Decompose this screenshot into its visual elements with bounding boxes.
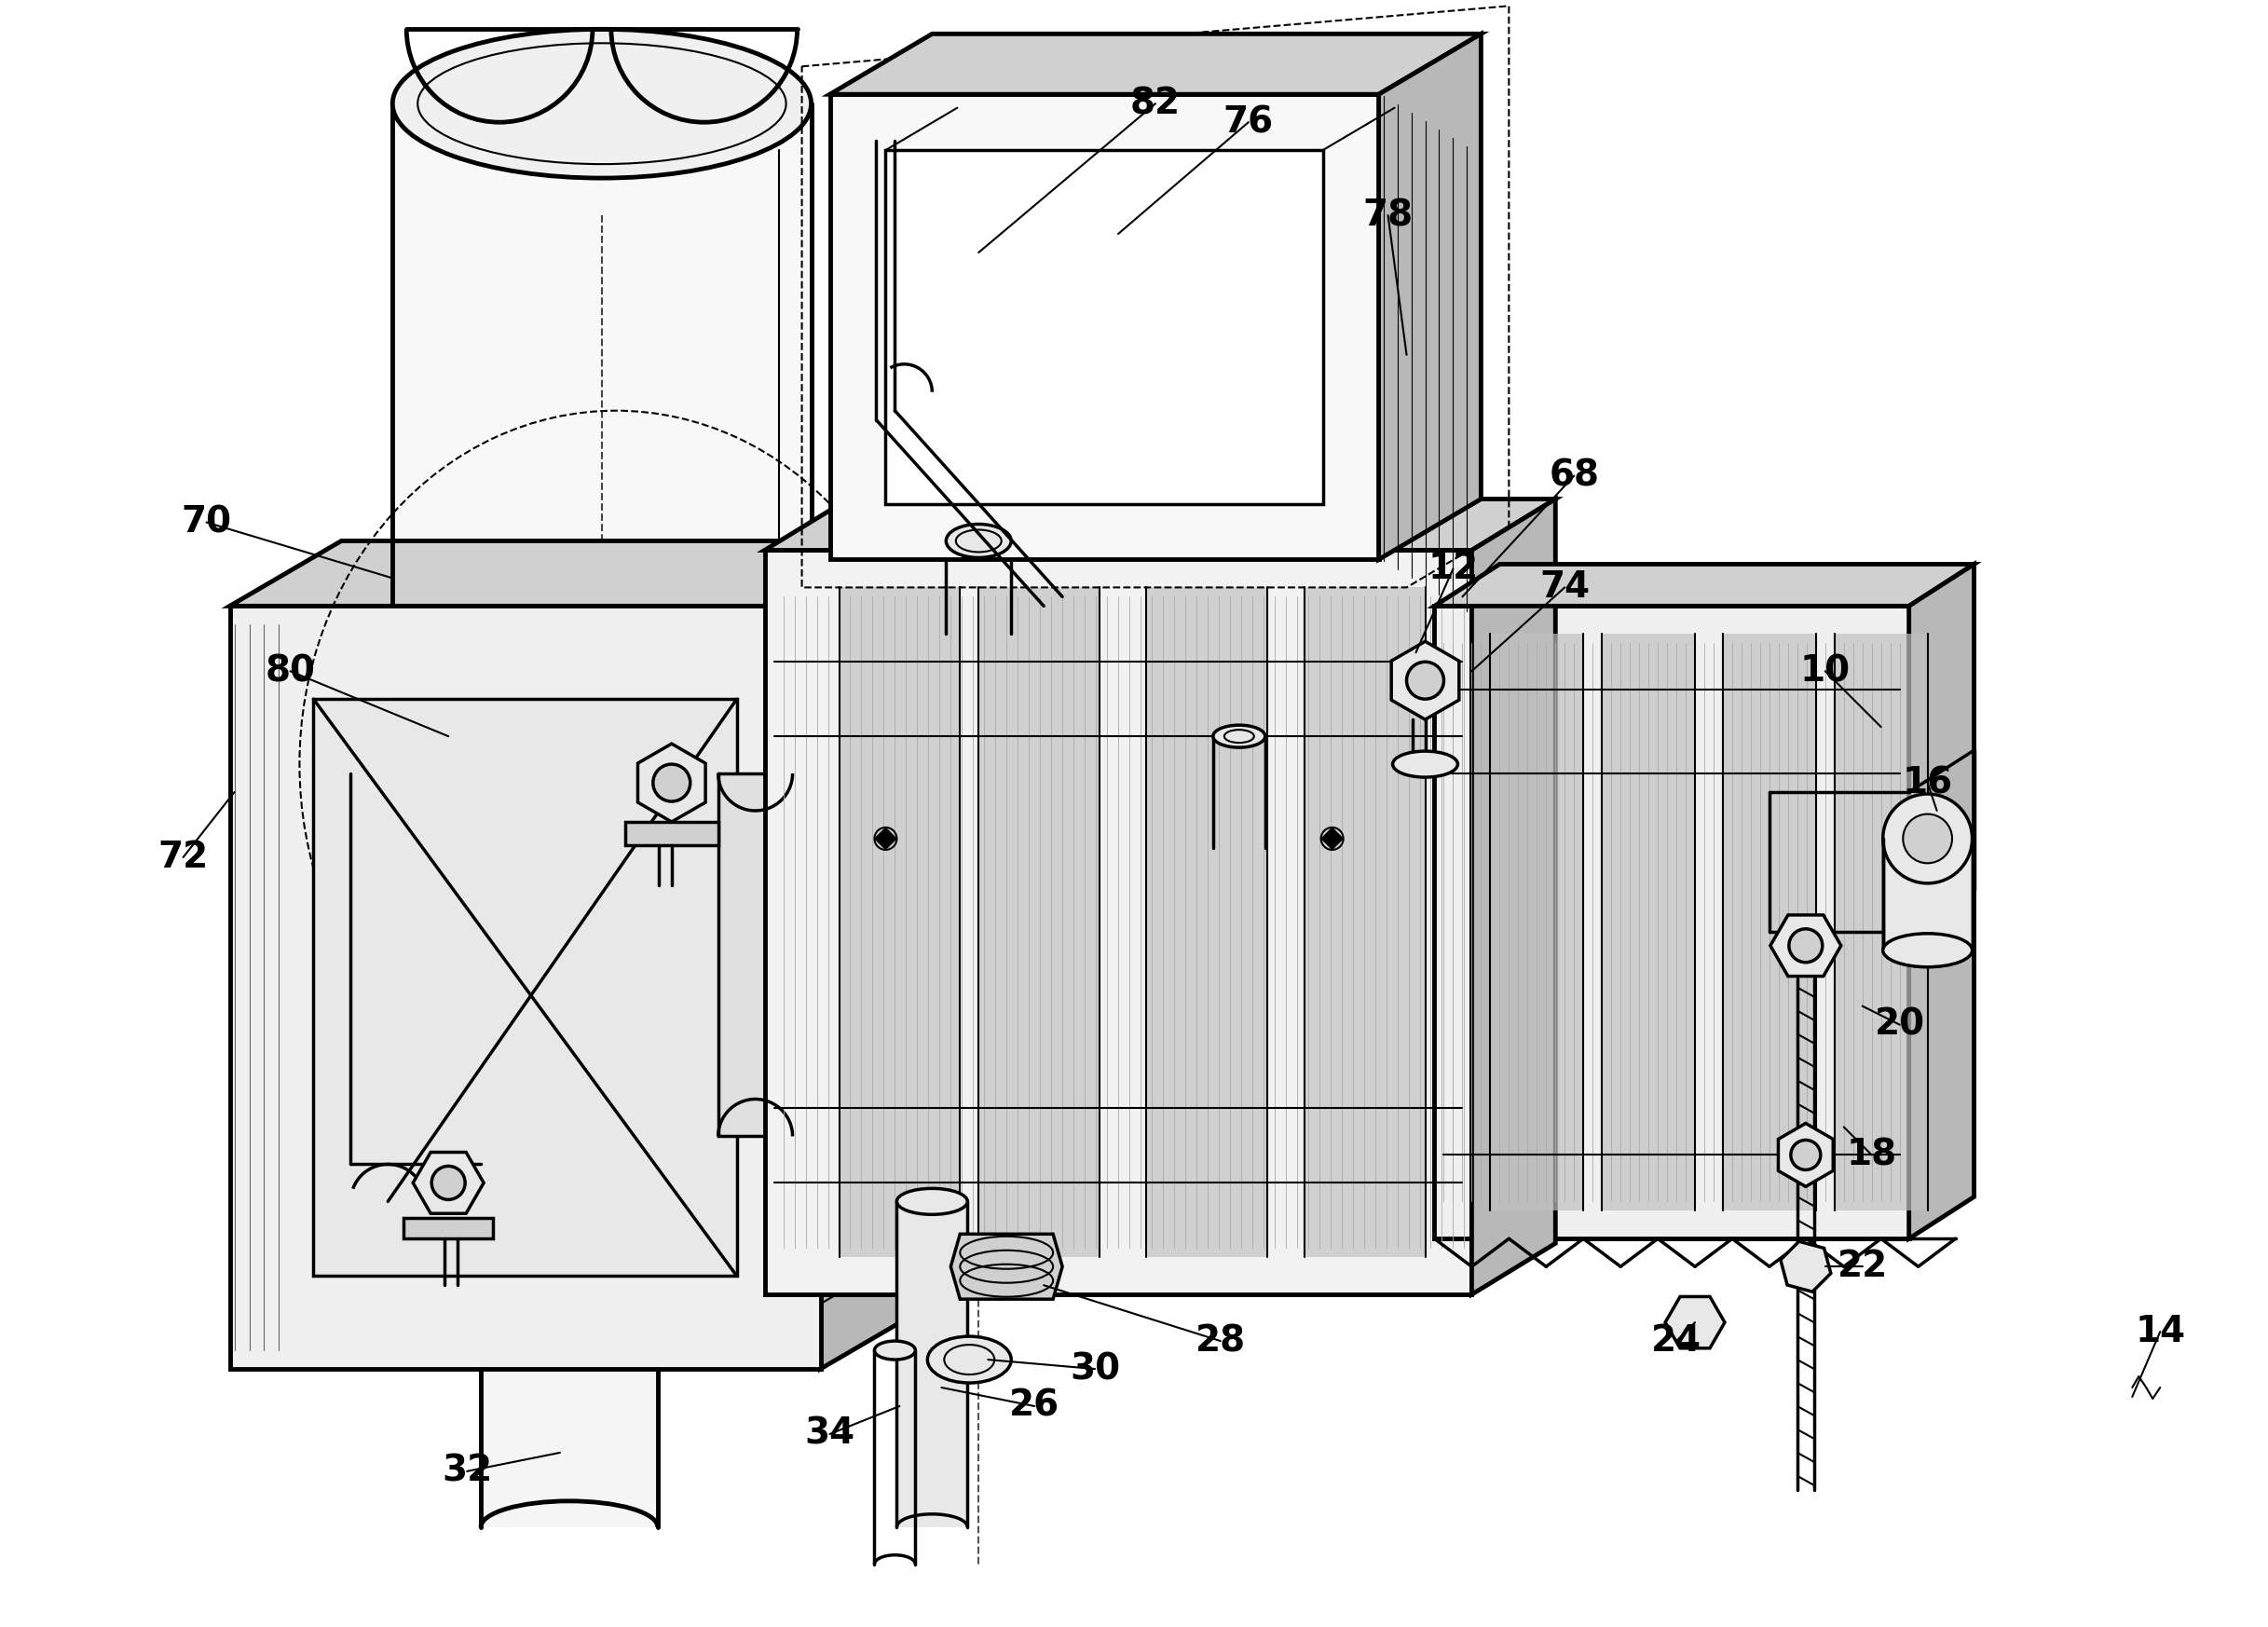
- Polygon shape: [830, 34, 1481, 94]
- Ellipse shape: [1213, 726, 1266, 747]
- Text: 82: 82: [1129, 86, 1182, 122]
- Polygon shape: [1601, 635, 1694, 1210]
- Text: 68: 68: [1549, 459, 1599, 493]
- Text: 12: 12: [1429, 552, 1479, 586]
- Text: 16: 16: [1903, 765, 1953, 800]
- Text: 30: 30: [1070, 1350, 1120, 1386]
- Polygon shape: [764, 550, 1472, 1295]
- Text: 76: 76: [1222, 104, 1275, 140]
- Ellipse shape: [392, 29, 812, 177]
- Text: 70: 70: [181, 504, 231, 540]
- Polygon shape: [1320, 828, 1343, 849]
- Polygon shape: [1835, 635, 1928, 1210]
- Ellipse shape: [1393, 752, 1458, 778]
- Bar: [896, 1201, 968, 1528]
- Text: 32: 32: [442, 1453, 492, 1489]
- Circle shape: [1406, 662, 1445, 700]
- Ellipse shape: [928, 1336, 1012, 1383]
- Polygon shape: [885, 150, 1322, 504]
- Circle shape: [1792, 1141, 1821, 1170]
- Polygon shape: [830, 94, 1379, 560]
- Circle shape: [431, 1167, 465, 1199]
- Polygon shape: [764, 499, 1556, 550]
- Polygon shape: [637, 744, 705, 822]
- Polygon shape: [1304, 587, 1424, 1258]
- Polygon shape: [1472, 499, 1556, 1295]
- Ellipse shape: [1882, 934, 1973, 966]
- Bar: [626, 822, 719, 844]
- Polygon shape: [1379, 34, 1481, 560]
- Circle shape: [1903, 814, 1953, 864]
- Polygon shape: [1390, 641, 1458, 719]
- Text: 24: 24: [1651, 1323, 1701, 1359]
- Polygon shape: [978, 587, 1100, 1258]
- Circle shape: [653, 765, 689, 802]
- Polygon shape: [1910, 565, 1973, 1238]
- Polygon shape: [313, 700, 737, 1276]
- Bar: [392, 104, 812, 1360]
- Bar: [1882, 838, 1973, 950]
- Bar: [404, 1219, 492, 1238]
- Polygon shape: [875, 828, 896, 849]
- Ellipse shape: [896, 1188, 968, 1214]
- Polygon shape: [1490, 635, 1583, 1210]
- Polygon shape: [821, 540, 932, 1368]
- Polygon shape: [1780, 1241, 1830, 1292]
- Polygon shape: [413, 1152, 483, 1214]
- Ellipse shape: [875, 1341, 916, 1360]
- Polygon shape: [229, 605, 821, 1368]
- Polygon shape: [1433, 565, 1973, 605]
- Polygon shape: [839, 587, 959, 1258]
- Ellipse shape: [481, 1222, 658, 1274]
- Polygon shape: [1665, 1297, 1724, 1349]
- Bar: [481, 1248, 658, 1528]
- Text: 28: 28: [1195, 1323, 1245, 1359]
- Polygon shape: [1724, 635, 1817, 1210]
- Polygon shape: [1771, 914, 1842, 976]
- Text: 10: 10: [1801, 654, 1851, 688]
- Text: 14: 14: [2134, 1315, 2186, 1349]
- Circle shape: [1882, 794, 1973, 883]
- Polygon shape: [950, 1233, 1061, 1298]
- Circle shape: [1789, 929, 1823, 962]
- Ellipse shape: [946, 524, 1012, 558]
- Polygon shape: [1433, 605, 1910, 1238]
- Text: 74: 74: [1540, 569, 1590, 605]
- Text: 20: 20: [1873, 1007, 1926, 1043]
- Polygon shape: [1778, 1123, 1833, 1186]
- Text: 72: 72: [159, 840, 209, 875]
- Text: 26: 26: [1009, 1388, 1059, 1424]
- Text: 22: 22: [1837, 1250, 1887, 1284]
- Text: 18: 18: [1846, 1137, 1896, 1173]
- Polygon shape: [719, 773, 792, 1136]
- Text: 80: 80: [265, 654, 315, 688]
- Polygon shape: [1145, 587, 1268, 1258]
- Text: 78: 78: [1363, 197, 1413, 233]
- Text: 34: 34: [805, 1417, 855, 1451]
- Polygon shape: [229, 540, 932, 605]
